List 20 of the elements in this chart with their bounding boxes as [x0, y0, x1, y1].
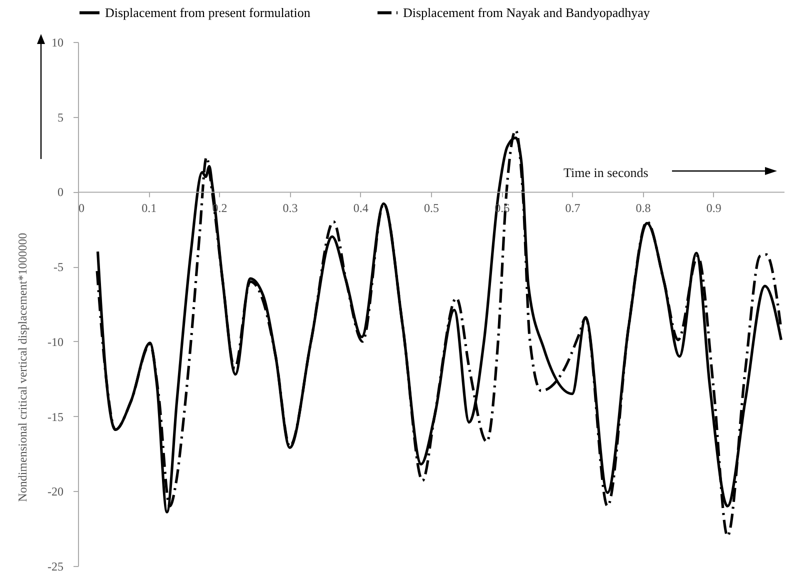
- x-tick-label: 0.5: [424, 201, 439, 216]
- x-tick-label: 0.1: [142, 201, 157, 216]
- y-tick-label: -25: [48, 560, 64, 574]
- x-tick-label: 0.3: [282, 201, 298, 216]
- y-tick-label: -20: [48, 484, 64, 499]
- y-tick-label: -10: [48, 334, 64, 349]
- y-tick-label: -5: [54, 260, 64, 274]
- y-axis-title: Nondimensional critical vertical displacement*1000000: [16, 232, 30, 502]
- y-tick-label: 5: [58, 110, 64, 124]
- x-tick-label: 0.9: [706, 201, 722, 216]
- x-tick-label: 0.7: [565, 201, 580, 216]
- x-tick-label: 0.4: [353, 201, 368, 216]
- x-tick-label: 0.8: [636, 201, 651, 216]
- y-tick-label: 0: [58, 185, 64, 200]
- x-tick-label: 0: [78, 201, 84, 216]
- x-axis-title: Time in seconds: [564, 165, 648, 180]
- legend-label: Displacement from present formulation: [105, 4, 311, 20]
- y-tick-label: -15: [48, 410, 64, 424]
- y-tick-label: 10: [52, 36, 64, 50]
- legend-label: Displacement from Nayak and Bandyopadhyay: [403, 4, 650, 20]
